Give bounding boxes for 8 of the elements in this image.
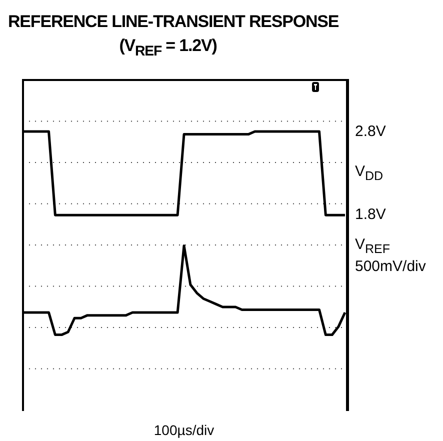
text: 1.8V — [355, 206, 386, 224]
text: 500mV/div — [355, 258, 426, 276]
text: 2.8V — [355, 122, 386, 140]
chart-subtitle: (V$_{REF}$ = 1.2V) — [118, 35, 218, 62]
text: V$_{REF}$ — [355, 236, 390, 256]
chart-title: REFERENCE LINE-TRANSIENT RESPONSE — [8, 11, 339, 33]
text: V$_{DD}$ — [355, 163, 384, 184]
x-axis-title: 100µs/div — [152, 422, 216, 438]
